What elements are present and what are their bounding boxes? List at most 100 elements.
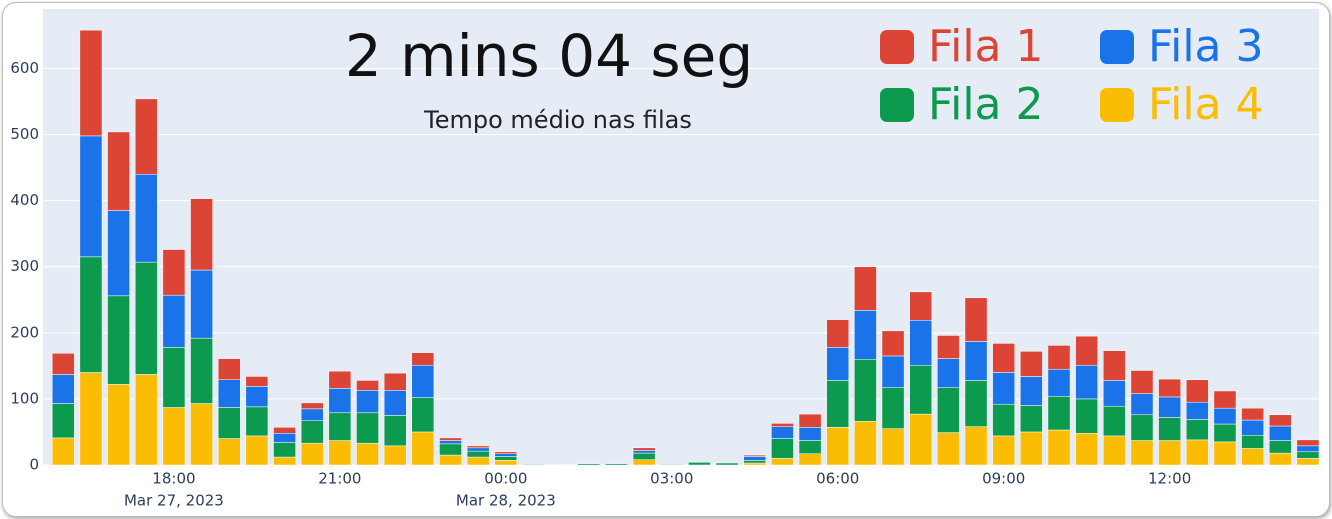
bar-segment [273, 442, 296, 458]
bar-segment [798, 453, 822, 466]
bar-segment [854, 266, 877, 311]
chart-subtitle: Tempo médio nas filas [423, 106, 692, 134]
x-tick-label: 12:00 [1148, 470, 1191, 488]
bar-segment [1185, 439, 1209, 466]
bar-segment [466, 445, 490, 449]
x-tick-label: 21:00 [318, 470, 361, 488]
bar-segment [328, 370, 352, 389]
bar-segment [1047, 396, 1071, 431]
bar-segment [798, 440, 822, 455]
bar-segment [1047, 345, 1071, 370]
legend: Fila 4 Fila 2 Fila 3 Fila 1 [880, 21, 1264, 130]
bar-segment [300, 408, 324, 421]
bar-segment [190, 403, 213, 466]
bar-segment [217, 438, 241, 466]
bar-segment [1241, 419, 1264, 436]
bar-segment [494, 460, 518, 466]
bar-segment [771, 438, 794, 459]
bar-segment [328, 412, 352, 441]
bar-segment [356, 442, 379, 466]
bar-segment [134, 98, 158, 175]
bar-segment [743, 456, 767, 461]
bar-segment [300, 442, 324, 466]
bar-segment [826, 319, 850, 348]
bar-segment [854, 310, 877, 360]
bar-segment [771, 423, 794, 427]
bar-segment [909, 291, 933, 321]
bar-segment [1268, 440, 1292, 454]
bar-segment [771, 426, 794, 439]
bar-segment [1158, 378, 1181, 398]
bar-segment [439, 454, 462, 466]
bar-segment [854, 421, 877, 466]
bar-segment [411, 364, 435, 398]
legend-swatch [1100, 88, 1134, 122]
bar-segment [51, 353, 75, 375]
bar-segment [992, 435, 1016, 466]
bar-segment [356, 380, 379, 391]
chart: 0 100 200 300 400 500 600 18:00 21:00 00:00 03:00 0… [10, 9, 1320, 510]
bar-segment [1158, 440, 1181, 466]
y-tick-label: 100 [10, 389, 39, 407]
y-tick-label: 600 [10, 59, 39, 77]
bar-segment [1047, 368, 1071, 397]
bar-segment [466, 447, 490, 452]
y-tick-label: 500 [10, 125, 39, 143]
bar-segment [937, 335, 960, 359]
chart-title: 2 mins 04 seg [345, 22, 753, 90]
bar-segment [826, 380, 850, 428]
bar-segment [1075, 433, 1098, 466]
bar-segment [1296, 439, 1320, 447]
bar-segment [522, 464, 545, 466]
x-tick-label: 00:00 [484, 470, 527, 488]
bar-segment [1103, 405, 1126, 437]
bar-segment [79, 372, 103, 466]
bar-segment [881, 428, 905, 466]
bar-segment [107, 384, 130, 466]
bar-segment [1268, 414, 1292, 427]
bar-segment [1103, 380, 1126, 407]
bar-segment [826, 347, 850, 381]
bar-segment [411, 397, 435, 433]
bar-segment [79, 135, 103, 258]
y-tick-label: 200 [10, 323, 39, 341]
bar-segment [743, 454, 767, 457]
bar-segment [964, 297, 988, 342]
bar-segment [273, 433, 296, 443]
bar-segment [1213, 390, 1237, 409]
bar-segment [1158, 396, 1181, 418]
legend-label: Fila 3 [1148, 21, 1264, 72]
bar-segment [190, 337, 213, 404]
bar-segment [51, 403, 75, 439]
bar-segment [632, 459, 656, 466]
bar-segment [1047, 429, 1071, 466]
x-tick-date: Mar 28, 2023 [456, 492, 556, 510]
bar-segment [1296, 451, 1320, 459]
bar-segment [798, 413, 822, 428]
x-tick-label: 06:00 [816, 470, 859, 488]
bar-segment [577, 463, 601, 466]
bar-segment [51, 374, 75, 404]
bar-segment [383, 445, 407, 466]
bar-segment [245, 435, 269, 466]
bar-segment [992, 372, 1016, 405]
bar-segment [383, 390, 407, 416]
bar-segment [1130, 440, 1154, 466]
x-tick-label: 09:00 [982, 470, 1025, 488]
bar-segment [466, 450, 490, 458]
bar-segment [356, 412, 379, 444]
bar-segment [1158, 417, 1181, 441]
x-tick-date: Mar 27, 2023 [124, 492, 224, 510]
bar-segment [937, 432, 960, 466]
bar-segment [217, 379, 241, 408]
bar-segment [632, 450, 656, 454]
bar-segment [1075, 364, 1098, 400]
bar-segment [1213, 423, 1237, 443]
bar-segment [300, 402, 324, 410]
legend-swatch [880, 88, 914, 122]
bar-segment [1130, 393, 1154, 416]
bar-segment [79, 256, 103, 373]
bar-segment [411, 431, 435, 466]
bar-segment [1020, 376, 1043, 406]
